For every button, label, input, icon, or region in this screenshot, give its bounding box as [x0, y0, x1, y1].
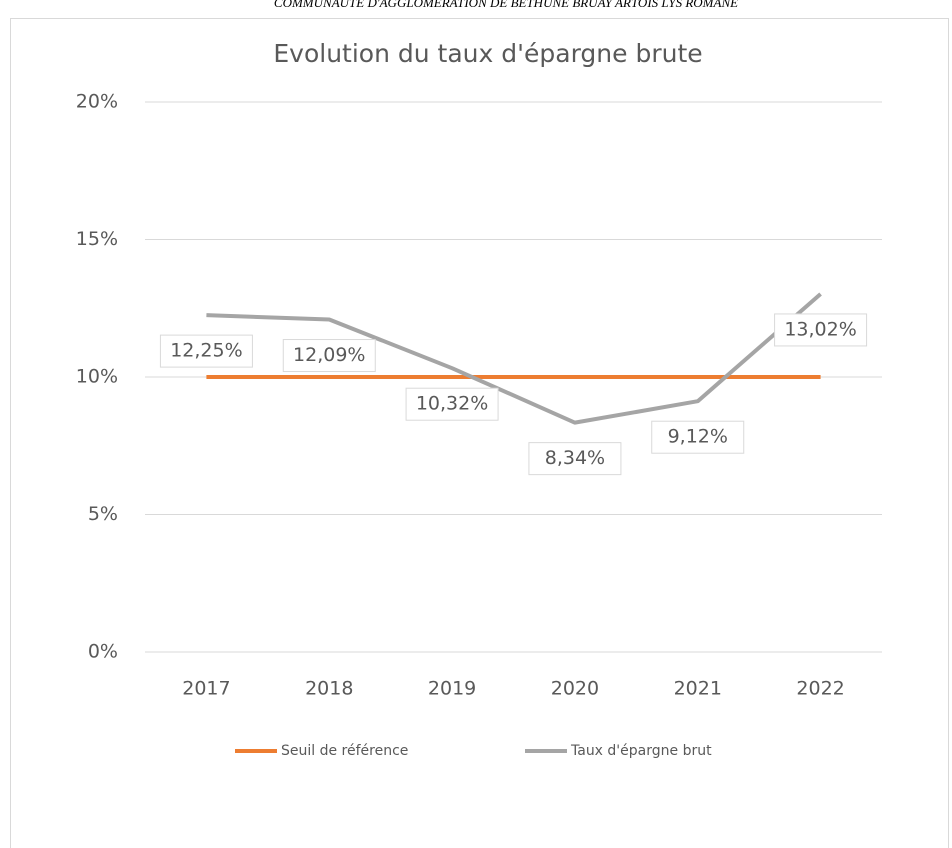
- data-line: [206, 292, 822, 425]
- y-tick-label: 20%: [76, 91, 118, 113]
- x-tick-label: 2020: [551, 678, 599, 700]
- data-label-box: [774, 313, 868, 347]
- data-label-box: [528, 442, 622, 476]
- legend-label: Seuil de référence: [281, 743, 408, 759]
- header: COMMUNAUTE D'AGGLOMERATION DE BETHUNE BR…: [274, 0, 738, 10]
- x-tick-label: 2019: [428, 678, 476, 700]
- data-label-box: [405, 387, 499, 421]
- y-tick-label: 10%: [76, 366, 118, 388]
- x-tick-label: 2018: [305, 678, 353, 700]
- chart-border: [10, 18, 949, 848]
- data-label: 9,12%: [668, 426, 728, 448]
- data-label-box: [282, 339, 376, 373]
- chart-title: Evolution du taux d'épargne brute: [273, 39, 702, 68]
- x-tick-label: 2021: [674, 678, 722, 700]
- data-label-box: [159, 334, 253, 368]
- data-label: 12,25%: [170, 340, 242, 362]
- y-tick-label: 5%: [88, 503, 118, 525]
- data-label: 10,32%: [416, 393, 488, 415]
- data-label: 8,34%: [545, 447, 605, 469]
- legend-label: Taux d'épargne brut: [570, 743, 712, 759]
- data-label: 13,02%: [784, 318, 856, 340]
- x-tick-label: 2022: [796, 678, 844, 700]
- y-tick-label: 15%: [76, 228, 118, 250]
- data-label-box: [651, 420, 745, 454]
- x-tick-label: 2017: [182, 678, 230, 700]
- y-tick-label: 0%: [88, 641, 118, 663]
- data-label: 12,09%: [293, 344, 365, 366]
